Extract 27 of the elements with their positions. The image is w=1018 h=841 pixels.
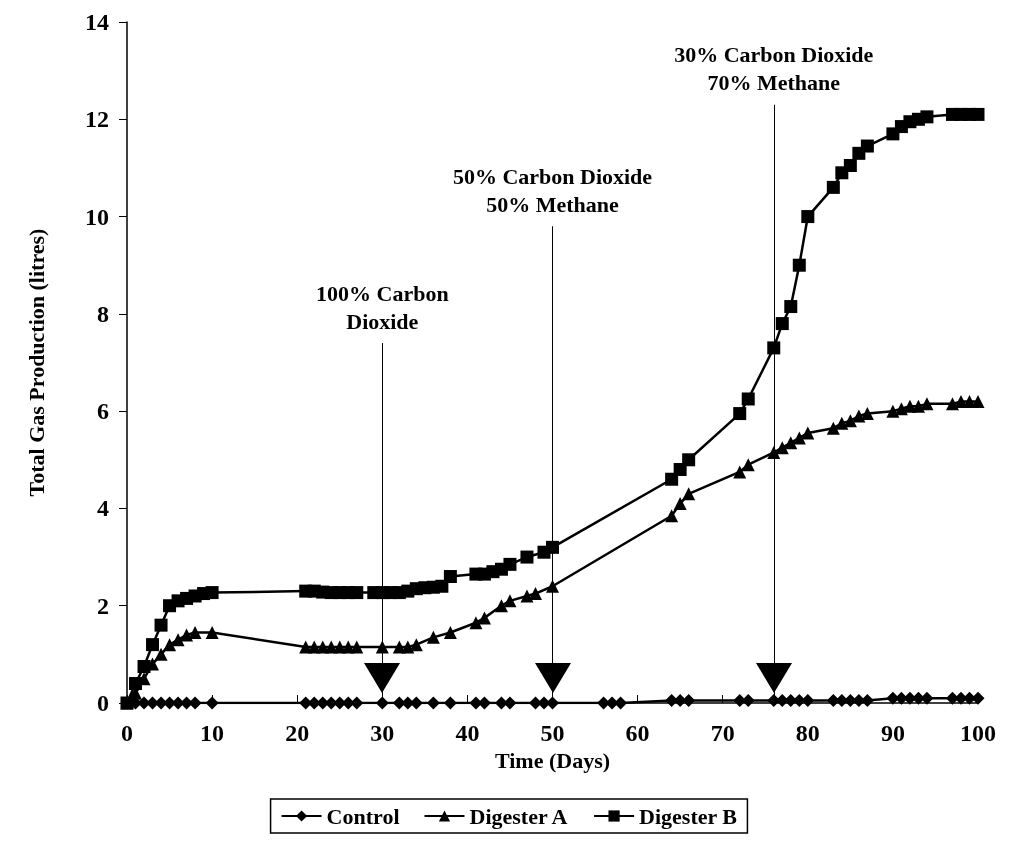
y-tick-label: 4: [97, 495, 109, 522]
x-tick-label: 60: [625, 720, 650, 746]
y-tick-label: 10: [85, 203, 109, 230]
x-tick-label: 90: [880, 720, 905, 746]
y-tick-label: 2: [97, 592, 109, 619]
y-tick-label: 0: [97, 690, 109, 716]
annotation: 100% Carbon Dioxide: [315, 280, 449, 334]
x-tick-label: 0: [121, 720, 133, 746]
legend-label: Digester A: [469, 803, 568, 829]
x-tick-label: 80: [795, 720, 820, 746]
x-tick-label: 20: [285, 720, 310, 746]
annotation: 30% Carbon Dioxide 70% Methane: [674, 42, 874, 96]
y-tick-label: 8: [97, 300, 109, 327]
legend-label: Control: [326, 803, 400, 829]
x-tick-label: 30: [370, 720, 395, 746]
x-tick-label: 10: [200, 720, 225, 746]
y-axis-title: Total Gas Production (litres): [23, 228, 49, 497]
x-axis-title: Time (Days): [494, 748, 611, 774]
legend-label: Digester B: [639, 803, 738, 829]
x-tick-label: 70: [710, 720, 735, 746]
y-tick-label: 6: [97, 398, 109, 425]
annotation: 50% Carbon Dioxide 50% Methane: [452, 163, 653, 217]
y-tick-label: 12: [85, 106, 109, 133]
x-tick-label: 100: [960, 720, 996, 746]
y-tick-label: 14: [85, 9, 109, 35]
x-tick-label: 50: [540, 720, 565, 746]
x-tick-label: 40: [455, 720, 480, 746]
